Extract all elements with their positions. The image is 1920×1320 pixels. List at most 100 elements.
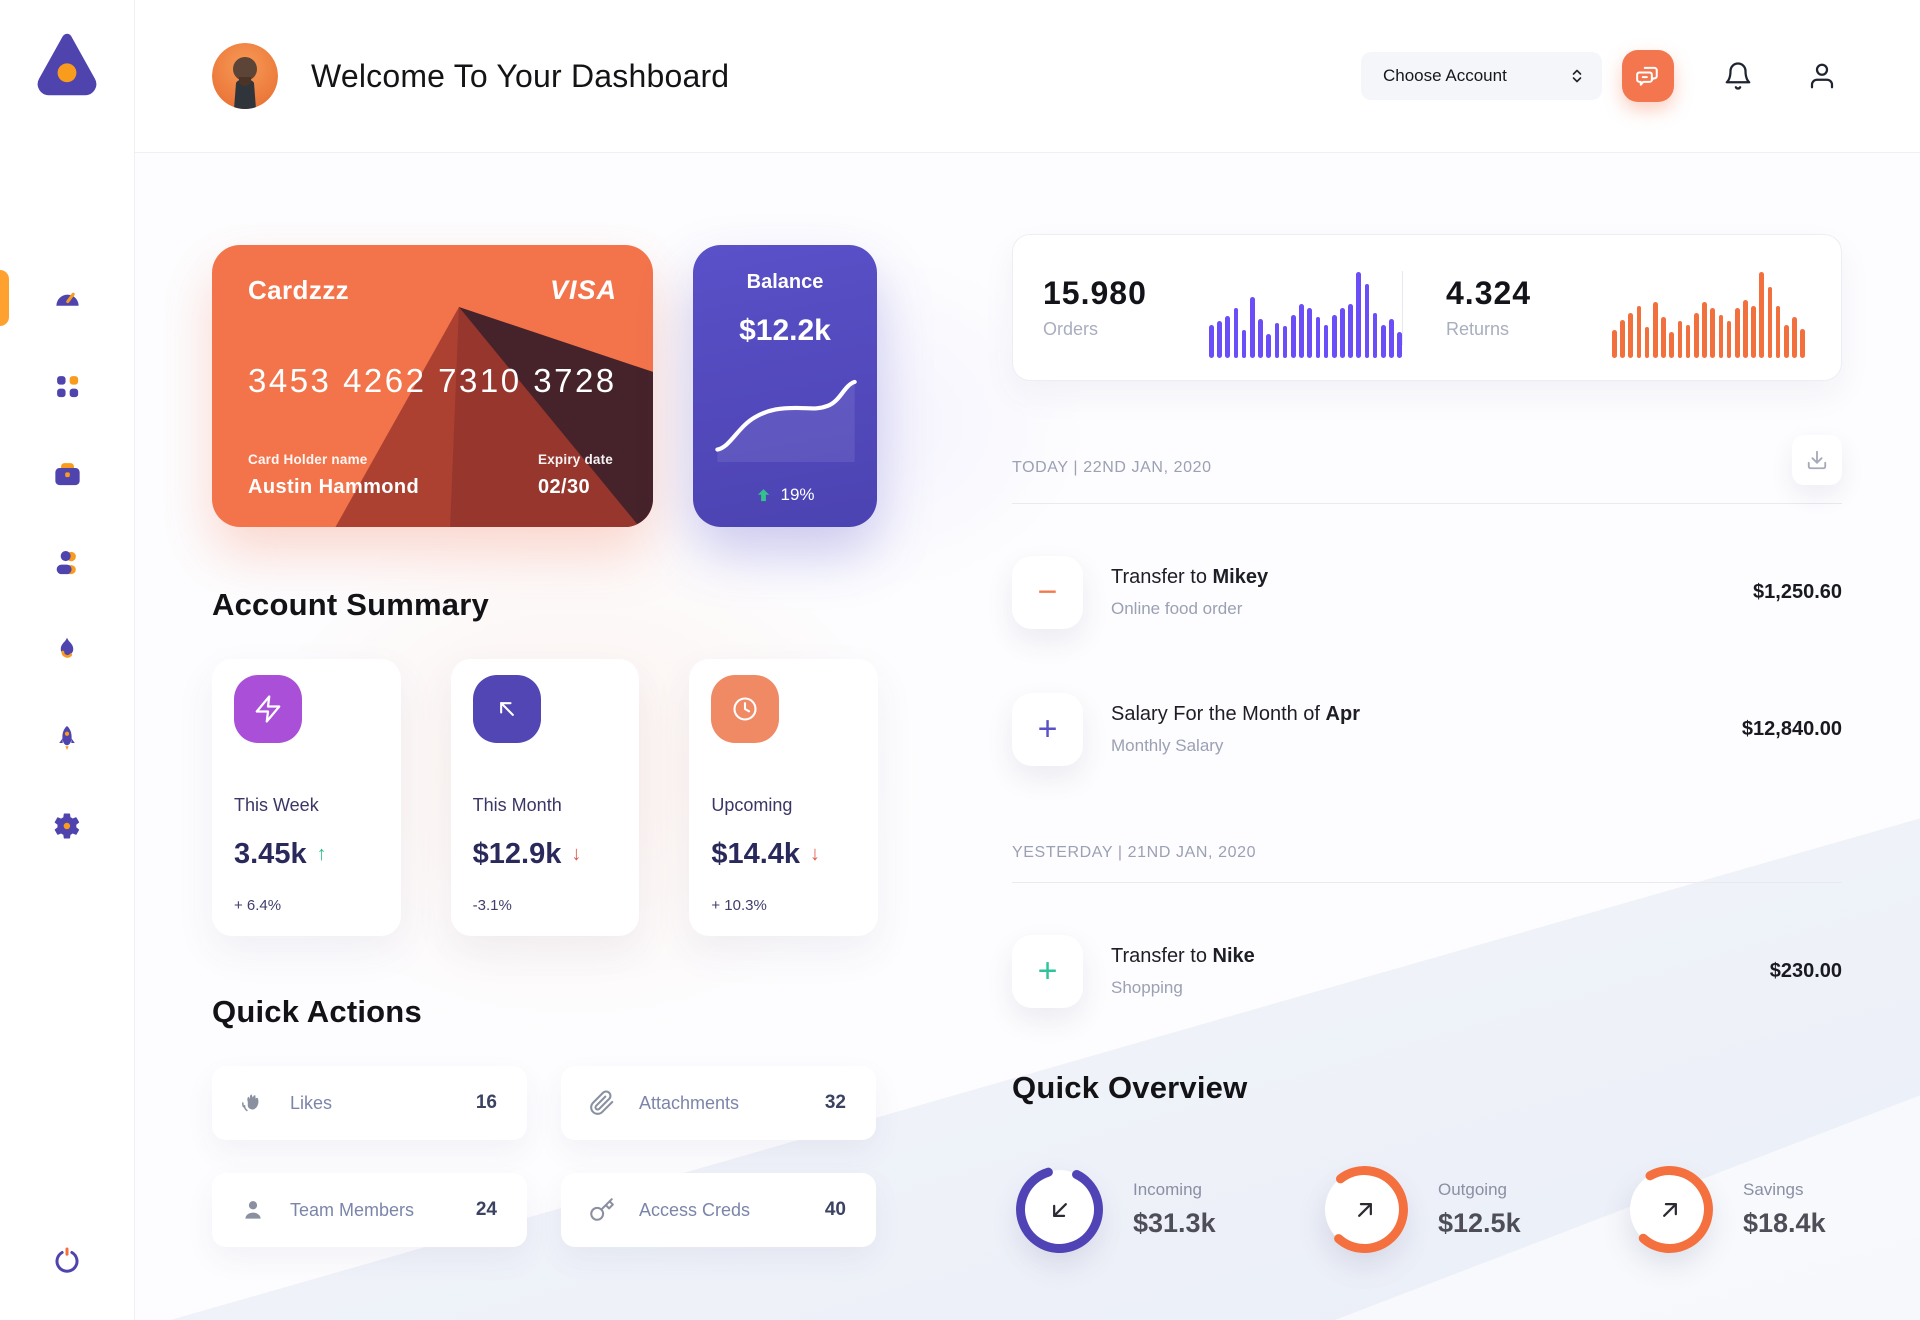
profile-button[interactable] — [1802, 56, 1842, 96]
balance-trend: 19% — [755, 485, 815, 505]
quick-overview-rings: Incoming $31.3k — [1012, 1162, 1842, 1257]
quick-action-attachments[interactable]: Attachments 32 — [561, 1066, 876, 1140]
outgoing-progress-ring — [1321, 1166, 1408, 1253]
gear-icon — [54, 813, 80, 839]
transaction-subtitle: Shopping — [1111, 978, 1183, 997]
account-summary-title: Account Summary — [212, 587, 489, 622]
transaction-row-mikey[interactable]: − Transfer to Mikey Online food order $1… — [1012, 556, 1842, 629]
transaction-amount: $230.00 — [1769, 960, 1842, 982]
summary-card-this-week[interactable]: This Week 3.45k ↑ + 6.4% — [212, 659, 401, 936]
card-name: Cardzzz — [248, 275, 350, 305]
sidebar-item-work[interactable] — [0, 458, 134, 490]
plus-icon: + — [1037, 951, 1058, 990]
ring-value: $18.4k — [1743, 1208, 1826, 1238]
date-label-today: TODAY | 22ND JAN, 2020 — [1012, 459, 1212, 476]
summary-delta: -3.1% — [472, 897, 512, 914]
overview-incoming: Incoming $31.3k — [1012, 1162, 1273, 1257]
triangle-logo-icon — [37, 33, 97, 96]
user-avatar[interactable] — [212, 43, 278, 109]
transactions-section: TODAY | 22ND JAN, 2020 − — [1012, 435, 1842, 1008]
choose-account-select[interactable]: Choose Account — [1361, 52, 1602, 100]
card-number: 3453 4262 7310 3728 — [248, 362, 617, 399]
minus-icon: − — [1037, 572, 1058, 611]
sidebar-item-launch[interactable] — [0, 722, 134, 754]
notifications-button[interactable] — [1718, 56, 1758, 96]
visa-logo: VISA — [549, 275, 617, 305]
orders-label: Orders — [1043, 319, 1099, 339]
grid-icon — [56, 375, 78, 397]
summary-delta: + 6.4% — [234, 897, 282, 914]
arrow-up-left-icon — [499, 702, 514, 716]
left-column: Cardzzz VISA 3453 4262 7310 3728 Card Ho… — [212, 245, 879, 1247]
main-content: Cardzzz VISA 3453 4262 7310 3728 Card Ho… — [135, 153, 1920, 1320]
summary-label: This Month — [472, 795, 562, 815]
up-arrow-icon — [758, 488, 770, 501]
balance-change-percent: 19% — [780, 485, 815, 504]
quick-action-label: Access Creds — [639, 1199, 751, 1220]
date-label-yesterday: YESTERDAY | 21ND JAN, 2020 — [1012, 844, 1257, 861]
credit-card[interactable]: Cardzzz VISA 3453 4262 7310 3728 Card Ho… — [212, 245, 653, 527]
summary-card-upcoming[interactable]: Upcoming $14.4k ↓ + 10.3% — [689, 659, 879, 936]
arrow-down-left-icon — [1052, 1202, 1067, 1217]
rocket-icon — [59, 726, 75, 750]
quick-actions-grid: Likes 16 Attachments 32 Team Members — [212, 1066, 878, 1247]
flame-icon — [60, 637, 74, 658]
savings-progress-ring — [1626, 1166, 1713, 1253]
quick-actions-title: Quick Actions — [212, 994, 422, 1029]
logout-button[interactable] — [50, 1244, 84, 1278]
summary-card-this-month[interactable]: This Month $12.9k ↓ -3.1% — [450, 659, 640, 936]
lightning-icon — [255, 695, 281, 723]
summary-label: Upcoming — [711, 795, 793, 815]
quick-overview-title: Quick Overview — [1012, 1070, 1248, 1105]
returns-stat: 4.324 Returns — [1403, 235, 1805, 380]
overview-savings: Savings $18.4k — [1622, 1162, 1883, 1257]
transaction-amount: $12,840.00 — [1741, 718, 1842, 740]
clock-icon — [733, 697, 757, 721]
transaction-sign-badge: + — [1012, 693, 1083, 766]
returns-bar-chart — [1612, 258, 1805, 358]
transaction-row-nike[interactable]: + Transfer to Nike Shopping $230.00 — [1012, 935, 1842, 1008]
balance-amount: $12.2k — [739, 314, 831, 347]
transaction-title: Transfer to Nike — [1111, 945, 1255, 967]
trend-down-icon: ↓ — [810, 843, 821, 865]
returns-label: Returns — [1446, 319, 1510, 339]
transactions-group-yesterday: YESTERDAY | 21ND JAN, 2020 + Transfer to… — [1012, 842, 1842, 1008]
chat-icon — [1636, 66, 1658, 86]
orders-value: 15.980 — [1043, 275, 1147, 311]
sidebar-item-settings[interactable] — [0, 810, 134, 842]
quick-action-access-creds[interactable]: Access Creds 40 — [561, 1173, 876, 1247]
sidebar-item-apps[interactable] — [0, 370, 134, 402]
sidebar-item-dashboard[interactable] — [0, 282, 134, 314]
users-icon — [56, 550, 76, 574]
summary-value: $14.4k — [711, 838, 801, 870]
quick-action-likes[interactable]: Likes 16 — [212, 1066, 527, 1140]
account-summary-cards: This Week 3.45k ↑ + 6.4% This Month — [212, 659, 879, 936]
returns-value: 4.324 — [1446, 275, 1532, 311]
transactions-group-today: TODAY | 22ND JAN, 2020 − — [1012, 435, 1842, 766]
avatar-image — [212, 43, 278, 109]
quick-action-team-members[interactable]: Team Members 24 — [212, 1173, 527, 1247]
power-icon — [55, 1247, 79, 1273]
ring-value: $31.3k — [1133, 1208, 1216, 1238]
quick-action-value: 40 — [824, 1199, 846, 1220]
app-logo[interactable] — [27, 24, 107, 104]
sidebar-item-people[interactable] — [0, 546, 134, 578]
cards-row: Cardzzz VISA 3453 4262 7310 3728 Card Ho… — [212, 245, 878, 527]
summary-label: This Week — [234, 795, 319, 815]
sidebar-item-activity[interactable] — [0, 634, 134, 666]
transaction-row-salary[interactable]: + Salary For the Month of Apr Monthly Sa… — [1012, 693, 1842, 766]
speedometer-icon — [55, 292, 79, 306]
messages-button[interactable] — [1622, 50, 1674, 102]
balance-card[interactable]: Balance $12.2k 19% — [693, 245, 877, 527]
summary-delta: + 10.3% — [711, 897, 767, 914]
transaction-title: Salary For the Month of Apr — [1111, 703, 1360, 725]
quick-action-label: Team Members — [290, 1199, 415, 1220]
orders-returns-card: 15.980 Orders 4.324 Returns — [1012, 234, 1842, 381]
ring-value: $12.5k — [1438, 1208, 1521, 1238]
arrow-up-right-icon — [1357, 1202, 1372, 1217]
briefcase-icon — [54, 462, 80, 485]
card-expiry-value: 02/30 — [538, 476, 591, 498]
download-button[interactable] — [1792, 435, 1842, 485]
quick-action-value: 16 — [475, 1092, 497, 1113]
transaction-sign-badge: + — [1012, 935, 1083, 1008]
